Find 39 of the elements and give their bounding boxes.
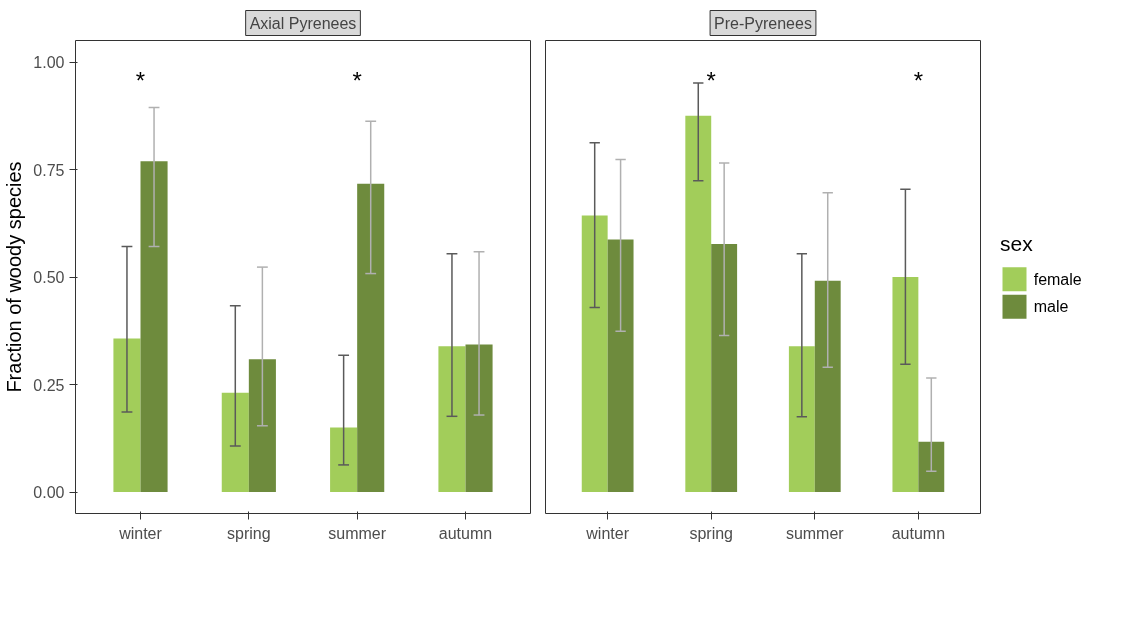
bar (814, 280, 841, 492)
bar (892, 277, 919, 492)
bar (330, 427, 358, 492)
legend-label: female (1033, 270, 1082, 288)
bar (113, 338, 141, 492)
y-tick-label: 0.25 (33, 376, 65, 394)
bar (221, 392, 249, 492)
bar (581, 215, 608, 492)
x-tick-label: autumn (891, 524, 946, 542)
chart-title: Pre-Pyrenees (714, 14, 812, 32)
x-tick-label: summer (785, 524, 845, 542)
annotation: * (706, 67, 716, 95)
x-tick-label: winter (585, 524, 630, 542)
bar (465, 344, 493, 492)
legend-label: male (1033, 298, 1069, 316)
bar (438, 346, 466, 492)
x-tick-label: spring (227, 524, 271, 542)
bar (788, 346, 815, 492)
annotation: * (135, 67, 146, 95)
bar (685, 115, 712, 492)
y-axis-title: Fraction of woody species (3, 161, 26, 393)
chart-title: Axial Pyrenees (249, 14, 357, 32)
bar (140, 161, 168, 492)
x-tick-label: spring (689, 524, 733, 542)
y-tick-label: 0.00 (33, 484, 65, 501)
annotation: * (352, 67, 362, 95)
bar (607, 239, 634, 492)
bar (711, 243, 738, 492)
annotation: * (913, 67, 924, 95)
x-tick-label: autumn (438, 524, 493, 542)
y-tick-label: 1.00 (33, 54, 65, 71)
bar (357, 183, 385, 492)
legend-title: sex (1000, 232, 1034, 256)
bar (248, 359, 276, 492)
bar (918, 441, 945, 492)
x-tick-label: summer (328, 524, 387, 542)
x-tick-label: winter (118, 524, 163, 542)
y-tick-label: 0.75 (33, 161, 65, 179)
y-tick-label: 0.50 (33, 269, 65, 286)
